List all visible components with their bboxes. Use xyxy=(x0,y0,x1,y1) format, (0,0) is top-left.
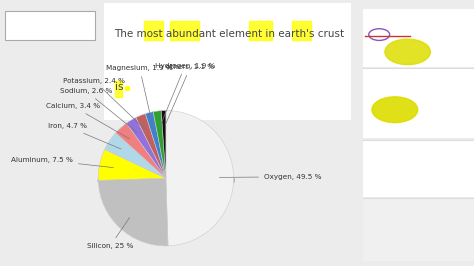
Wedge shape xyxy=(166,110,234,246)
Wedge shape xyxy=(98,178,168,246)
Bar xyxy=(115,81,122,97)
Text: Oxygen: Oxygen xyxy=(367,83,400,92)
Text: Potassium, 2.4 %: Potassium, 2.4 % xyxy=(64,78,145,129)
Text: Iron: Iron xyxy=(367,148,384,157)
Bar xyxy=(292,21,311,40)
Text: Silicon, 25 %: Silicon, 25 % xyxy=(87,218,134,249)
Text: Magnesium, 1.9 %: Magnesium, 1.9 % xyxy=(106,65,173,126)
Text: doubtnut: doubtnut xyxy=(399,238,460,251)
Text: ♪: ♪ xyxy=(372,238,380,251)
Text: Magnesium: Magnesium xyxy=(367,209,416,218)
Text: Calcium, 3.4 %: Calcium, 3.4 % xyxy=(46,103,130,139)
Wedge shape xyxy=(127,118,166,178)
Text: Oxygen, 49.5 %: Oxygen, 49.5 % xyxy=(219,174,321,180)
Wedge shape xyxy=(153,111,166,178)
Text: 11478909: 11478909 xyxy=(12,18,58,27)
Wedge shape xyxy=(136,114,166,178)
Text: others, 1.1 %: others, 1.1 % xyxy=(165,64,214,125)
Text: Iron, 4.7 %: Iron, 4.7 % xyxy=(48,123,121,149)
Wedge shape xyxy=(146,112,166,178)
Text: is: is xyxy=(115,82,123,93)
Wedge shape xyxy=(161,110,166,178)
Wedge shape xyxy=(98,149,166,180)
Text: Aluminum, 7.5 %: Aluminum, 7.5 % xyxy=(11,157,113,168)
Text: Nitrogen: Nitrogen xyxy=(367,18,404,26)
Text: The most abundant element in earth's crust: The most abundant element in earth's cru… xyxy=(115,29,345,39)
Ellipse shape xyxy=(98,169,234,192)
Bar xyxy=(144,21,163,40)
Wedge shape xyxy=(105,133,166,178)
Wedge shape xyxy=(116,123,166,178)
Bar xyxy=(249,21,272,40)
Text: Sodium, 2.6 %: Sodium, 2.6 % xyxy=(60,88,137,133)
Text: Hydrogen, 1.9 %: Hydrogen, 1.9 % xyxy=(155,63,215,125)
